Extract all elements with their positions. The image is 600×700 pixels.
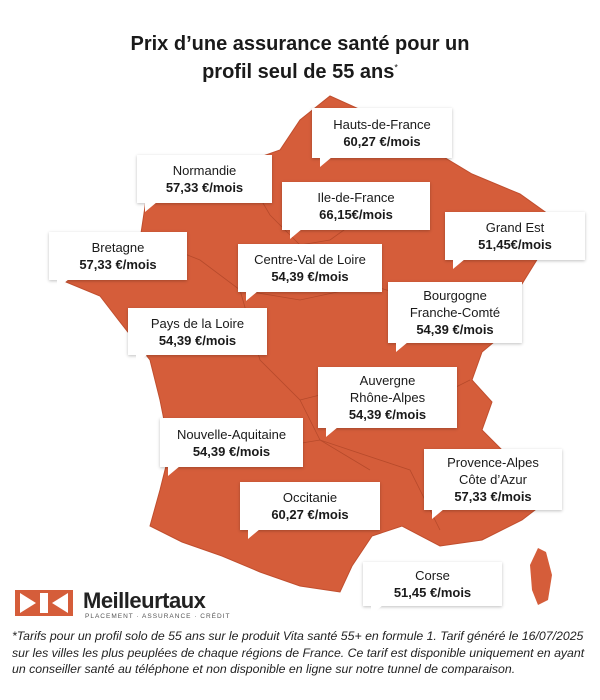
region-callout: Centre-Val de Loire 54,39 €/mois <box>238 244 382 301</box>
region-name: Corse <box>415 568 450 583</box>
region-callout: Nouvelle-Aquitaine 54,39 €/mois <box>160 418 303 476</box>
region-name: Rhône-Alpes <box>349 390 426 405</box>
region-callout: Auvergne Rhône-Alpes 54,39 €/mois <box>318 367 457 437</box>
region-name: Centre-Val de Loire <box>254 252 366 267</box>
title-line2: profil seul de 55 ans* <box>0 61 600 84</box>
region-callout: Ile-de-France 66,15€/mois <box>282 182 430 239</box>
region-name: Provence-Alpes <box>447 455 539 470</box>
region-name: Bretagne <box>91 240 145 255</box>
region-name: Auvergne <box>359 373 416 388</box>
region-name: Bourgogne <box>423 288 487 303</box>
logo-name: Meilleurtaux <box>83 588 206 613</box>
region-name: Franche-Comté <box>409 305 501 320</box>
region-callout: Occitanie 60,27 €/mois <box>240 482 380 539</box>
region-callout: Normandie 57,33 €/mois <box>137 155 272 212</box>
title-mark: * <box>394 62 398 73</box>
region-price: 54,39 €/mois <box>158 332 237 348</box>
region-price: 57,33 €/mois <box>79 257 157 272</box>
region-callout: Grand Est 51,45€/mois <box>445 212 585 269</box>
region-price: 51,45€/mois <box>478 237 552 252</box>
region-price: 54,39 €/mois <box>348 407 427 422</box>
region-price: 51,45 €/mois <box>393 585 472 600</box>
region-name: Pays de la Loire <box>150 315 245 331</box>
region-price: 54,39 €/mois <box>416 322 494 337</box>
corsica-map <box>530 548 552 605</box>
region-callout: Bretagne 57,33 €/mois <box>49 232 187 289</box>
region-name: Grand Est <box>485 220 545 235</box>
footnote: *Tarifs pour un profil solo de 55 ans su… <box>12 629 585 676</box>
region-price: 66,15€/mois <box>319 207 393 222</box>
region-callout: Provence-Alpes Côte d’Azur 57,33 €/mois <box>424 449 562 519</box>
region-name: Occitanie <box>282 490 338 505</box>
region-price: 57,33 €/mois <box>165 180 244 195</box>
region-callout: Bourgogne Franche-Comté 54,39 €/mois <box>388 282 522 352</box>
region-name: Hauts-de-France <box>333 117 431 132</box>
title-line1: Prix d’une assurance santé pour un <box>130 33 470 55</box>
region-callout: Corse 51,45 €/mois <box>363 562 502 615</box>
region-name: Côte d’Azur <box>459 472 527 487</box>
region-name: Nouvelle-Aquitaine <box>176 426 287 442</box>
region-price: 54,39 €/mois <box>271 269 349 284</box>
region-name: Normandie <box>172 163 237 178</box>
title-text: profil seul de 55 ans <box>202 61 395 83</box>
region-name: Ile-de-France <box>317 190 395 205</box>
region-price: 60,27 €/mois <box>271 507 349 522</box>
region-price: 60,27 €/mois <box>343 134 421 149</box>
region-callout: Hauts-de-France 60,27 €/mois <box>312 108 452 167</box>
logo-icon <box>15 590 73 616</box>
region-price: 57,33 €/mois <box>454 489 532 504</box>
region-callout: Pays de la Loire 54,39 €/mois <box>128 308 267 364</box>
logo-tagline: PLACEMENT · ASSURANCE · CRÉDIT <box>85 613 231 620</box>
region-price: 54,39 €/mois <box>192 443 271 459</box>
